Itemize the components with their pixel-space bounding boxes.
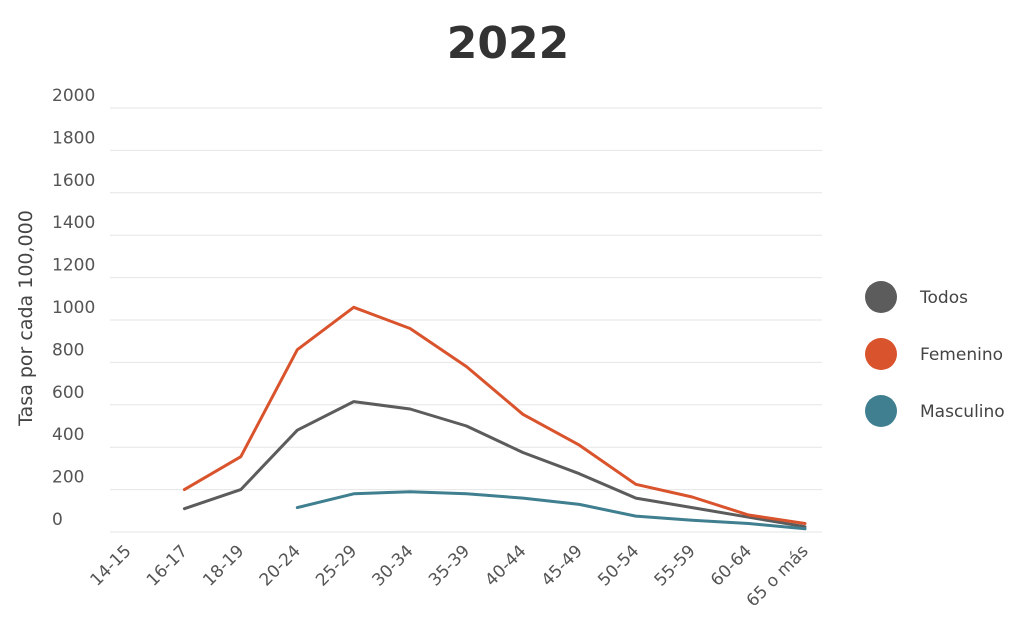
y-tick-label: 400: [52, 425, 84, 445]
legend-marker-todos: [865, 281, 897, 313]
x-tick-label: 30-34: [369, 541, 418, 590]
legend-label-todos: Todos: [919, 288, 968, 308]
y-axis-label: Tasa por cada 100,000: [15, 210, 37, 427]
series-line-femenino: [182, 305, 807, 525]
x-tick-label: 35-39: [425, 541, 474, 590]
legend-marker-masculino: [865, 395, 897, 427]
x-tick-label: 60-64: [707, 541, 756, 590]
x-tick-label: 55-59: [651, 541, 700, 590]
y-tick-label: 200: [52, 468, 84, 488]
legend-marker-femenino: [865, 338, 897, 370]
x-tick-label: 50-54: [594, 541, 643, 590]
y-tick-label: 600: [52, 383, 84, 403]
x-tick-label: 40-44: [481, 541, 530, 590]
x-axis-ticks: 14-15 16-17 18-19 20-24 25-29 30-34 35-39 40-44…: [86, 541, 812, 611]
x-tick-label: 45-49: [538, 541, 587, 590]
x-tick-label: 20-24: [256, 541, 305, 590]
y-tick-label: 2000: [52, 86, 95, 106]
legend-label-masculino: Masculino: [920, 402, 1005, 422]
legend-label-femenino: Femenino: [920, 345, 1003, 365]
x-tick-label: 65 o más: [743, 541, 813, 611]
y-tick-label: 1200: [52, 256, 95, 276]
series-line-todos: [182, 400, 807, 529]
y-tick-label: 1600: [52, 171, 95, 191]
y-axis-ticks: 0 200 400 600 800 1000 1200 1400 1600 1800 2000: [52, 86, 95, 530]
y-tick-label: 1400: [52, 213, 95, 233]
series-line-masculino: [295, 490, 807, 531]
x-tick-label: 16-17: [143, 541, 192, 590]
x-tick-label: 18-19: [199, 541, 248, 590]
x-tick-label: 25-29: [312, 541, 361, 590]
chart-title: 2022: [447, 18, 569, 69]
legend: Todos Femenino Masculino: [865, 281, 1005, 427]
y-tick-label: 800: [52, 340, 84, 360]
y-tick-label: 0: [52, 510, 63, 530]
y-tick-label: 1800: [52, 128, 95, 148]
y-tick-label: 1000: [52, 298, 95, 318]
x-tick-label: 14-15: [86, 541, 135, 590]
gridlines: [110, 107, 822, 533]
series-lines: [182, 305, 807, 531]
